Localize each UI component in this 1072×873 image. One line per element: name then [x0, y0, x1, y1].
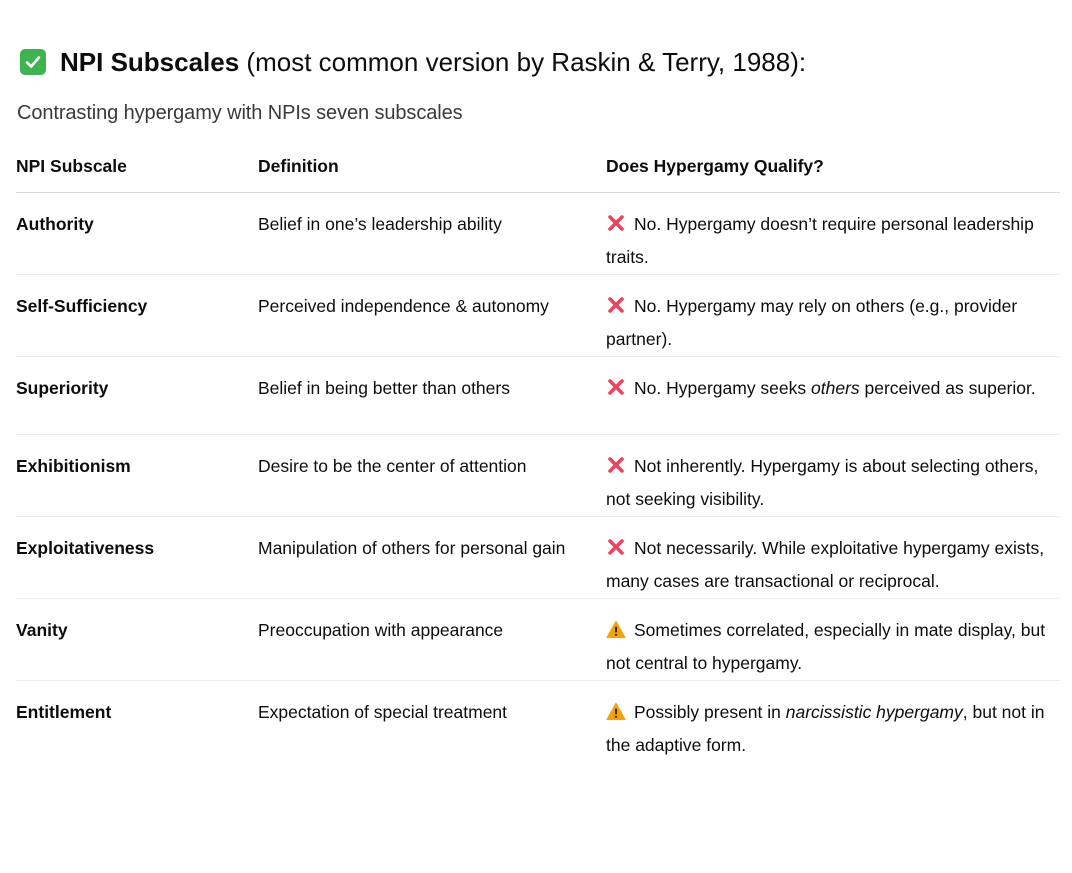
cross-mark-icon [608, 297, 624, 313]
section-heading: NPI Subscales (most common version by Ra… [20, 44, 806, 80]
qualify-cell: Possibly present in narcissistic hyperga… [606, 681, 1060, 763]
table-header-row: NPI Subscale Definition Does Hypergamy Q… [16, 150, 1060, 193]
table-row: Superiority Belief in being better than o… [16, 356, 1060, 435]
verdict-emphasis: others [811, 378, 860, 398]
warning-icon [606, 702, 626, 721]
subscale-cell: Exploitativeness [16, 516, 258, 599]
definition-cell: Belief in one’s leadership ability [258, 192, 606, 275]
column-header-definition: Definition [258, 150, 606, 193]
verdict-text: No. Hypergamy doesn’t require personal l… [606, 214, 1034, 267]
heading-title: NPI Subscales [60, 47, 240, 77]
verdict-text: No. Hypergamy seeks [634, 378, 812, 398]
verdict-text: perceived as superior. [859, 378, 1036, 398]
verdict-emphasis: narcissistic hypergamy [785, 702, 963, 722]
verdict-text: Sometimes correlated, especially in mate… [606, 620, 1046, 673]
verdict-text: Not necessarily. While exploitative hype… [606, 538, 1045, 591]
verdict-text: , but not in the adaptive form. [606, 702, 1045, 755]
qualify-cell: No. Hypergamy may rely on others (e.g., … [606, 274, 1060, 357]
subscale-cell: Vanity [16, 598, 258, 681]
definition-cell: Manipulation of others for personal gain [258, 516, 606, 599]
table-row: Exhibitionism Desire to be the center of … [16, 434, 1060, 517]
cross-mark-icon [608, 379, 624, 395]
definition-cell: Desire to be the center of attention [258, 434, 606, 517]
subscale-cell: Self-Sufficiency [16, 274, 258, 357]
qualify-cell: Not necessarily. While exploitative hype… [606, 516, 1060, 599]
table-row: Entitlement Expectation of special treatm… [16, 681, 1060, 763]
table-row: Exploitativeness Manipulation of others f… [16, 516, 1060, 599]
verdict-text: Not inherently. Hypergamy is about selec… [606, 456, 1039, 509]
table-row: Self-Sufficiency Perceived independence &… [16, 274, 1060, 357]
table-row: Vanity Preoccupation with appearance Somet… [16, 598, 1060, 681]
column-header-qualify: Does Hypergamy Qualify? [606, 150, 1060, 193]
subscale-cell: Superiority [16, 356, 258, 435]
qualify-cell: Not inherently. Hypergamy is about selec… [606, 434, 1060, 517]
verdict-text: Possibly present in [634, 702, 786, 722]
column-header-subscale: NPI Subscale [16, 150, 258, 193]
npi-subscales-table: NPI Subscale Definition Does Hypergamy Q… [16, 150, 1060, 762]
qualify-cell: No. Hypergamy seeks others perceived as … [606, 356, 1060, 435]
definition-cell: Belief in being better than others [258, 356, 606, 435]
cross-mark-icon [608, 215, 624, 231]
table-row: Authority Belief in one’s leadership abil… [16, 192, 1060, 275]
definition-cell: Expectation of special treatment [258, 702, 508, 722]
cross-mark-icon [608, 539, 624, 555]
warning-icon [606, 620, 626, 639]
heading-detail: (most common version by Raskin & Terry, … [239, 47, 807, 77]
qualify-cell: Sometimes correlated, especially in mate… [606, 598, 1060, 681]
subscale-cell: Authority [16, 192, 258, 275]
table-caption: Contrasting hypergamy with NPIs seven su… [17, 102, 463, 124]
subscale-cell: Exhibitionism [16, 434, 258, 517]
verdict-text: No. Hypergamy may rely on others (e.g., … [606, 296, 1018, 349]
definition-cell: Preoccupation with appearance [258, 598, 606, 681]
definition-cell: Perceived independence & autonomy [258, 274, 606, 357]
white-check-mark-icon [20, 49, 46, 75]
qualify-cell: No. Hypergamy doesn’t require personal l… [606, 192, 1060, 275]
cross-mark-icon [608, 457, 624, 473]
subscale-cell: Entitlement [16, 702, 112, 722]
